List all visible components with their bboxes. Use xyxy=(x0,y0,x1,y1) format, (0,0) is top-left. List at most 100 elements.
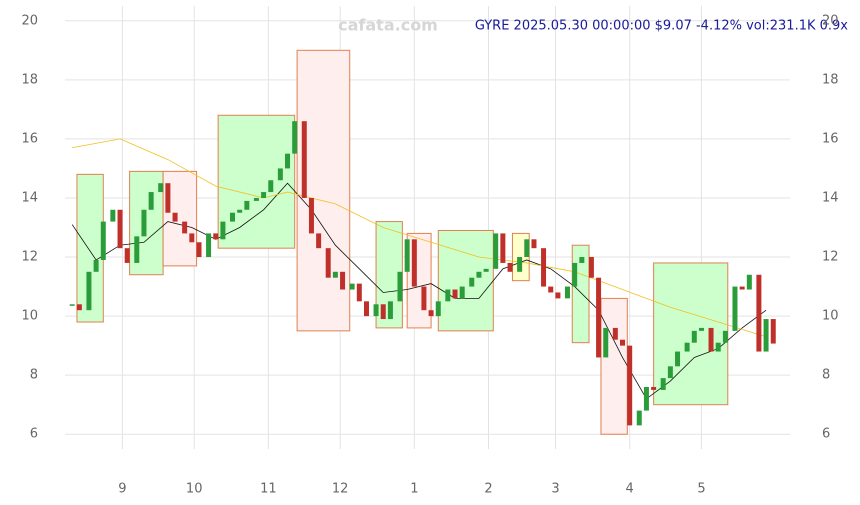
candle xyxy=(531,239,537,249)
x-tick-label: 9 xyxy=(118,482,126,497)
y-tick-label-right: 10 xyxy=(822,309,839,324)
candle xyxy=(643,386,649,411)
candle xyxy=(469,277,475,287)
x-tick-label: 3 xyxy=(551,482,559,497)
y-tick-label: 18 xyxy=(21,72,38,87)
candle xyxy=(301,121,307,198)
candle xyxy=(770,319,776,344)
candle xyxy=(517,257,523,272)
candle xyxy=(524,239,530,258)
candle xyxy=(292,121,298,154)
candle xyxy=(373,304,379,317)
candle xyxy=(332,271,338,278)
candle xyxy=(340,271,346,290)
candle xyxy=(397,271,403,302)
candle xyxy=(316,233,322,249)
y-tick-label-right: 16 xyxy=(822,131,839,146)
candle xyxy=(165,183,171,213)
candle xyxy=(636,410,642,426)
candle xyxy=(756,274,762,352)
candle xyxy=(483,268,489,272)
zone xyxy=(217,114,296,249)
candle xyxy=(117,209,123,249)
candle xyxy=(268,180,274,193)
candle xyxy=(715,342,721,352)
candle xyxy=(588,257,594,278)
candle xyxy=(325,248,331,278)
y-tick-label-right: 6 xyxy=(822,427,830,442)
candle xyxy=(110,209,116,222)
y-tick-label-right: 18 xyxy=(822,72,839,87)
candle xyxy=(660,378,666,390)
moving-average xyxy=(71,182,767,400)
candle xyxy=(93,259,99,272)
candle xyxy=(253,197,259,201)
moving-average xyxy=(72,138,767,338)
y-tick-label: 12 xyxy=(21,250,38,265)
zone xyxy=(437,229,494,332)
candle xyxy=(141,209,147,237)
candle xyxy=(356,283,362,302)
candle xyxy=(387,301,393,320)
zone xyxy=(406,232,432,329)
candle xyxy=(213,233,219,240)
candle xyxy=(86,271,92,311)
candle xyxy=(708,327,714,352)
candle xyxy=(435,301,441,317)
candle xyxy=(220,221,226,240)
candle xyxy=(493,233,499,269)
candle xyxy=(189,233,195,243)
y-tick-label-right: 8 xyxy=(822,368,830,383)
candle xyxy=(277,168,283,181)
candle xyxy=(206,233,212,258)
candle xyxy=(237,209,243,213)
candle xyxy=(428,310,434,317)
candle xyxy=(564,286,570,299)
candle xyxy=(380,304,386,320)
candle xyxy=(445,289,451,302)
candle xyxy=(691,330,697,343)
y-tick-label: 14 xyxy=(21,190,38,205)
candle xyxy=(349,283,355,290)
candle xyxy=(603,327,609,358)
y-tick-label: 20 xyxy=(21,13,38,28)
candle xyxy=(627,345,633,426)
candle xyxy=(148,192,154,210)
candle xyxy=(541,248,547,287)
candle xyxy=(548,286,554,293)
candle xyxy=(421,286,427,311)
candle xyxy=(651,386,657,390)
candle xyxy=(158,183,164,193)
candle xyxy=(459,286,465,299)
candle xyxy=(76,304,82,311)
y-tick-label-right: 20 xyxy=(822,13,839,28)
x-tick-label: 11 xyxy=(260,482,277,497)
zone xyxy=(600,297,628,435)
candle xyxy=(229,212,235,222)
chart-title: GYRE 2025.05.30 00:00:00 $9.07 -4.12% vo… xyxy=(475,19,848,34)
zone xyxy=(653,262,729,406)
candle xyxy=(667,366,673,379)
watermark: cafata.com xyxy=(338,16,438,35)
candle xyxy=(134,236,140,263)
y-tick-label: 10 xyxy=(21,309,38,324)
candle xyxy=(244,200,250,210)
candle xyxy=(612,327,618,340)
candle xyxy=(196,242,202,258)
candle xyxy=(404,239,410,272)
candle xyxy=(100,221,106,260)
x-tick-label: 2 xyxy=(484,482,492,497)
candle xyxy=(739,286,745,290)
candle xyxy=(596,277,602,358)
candle xyxy=(555,292,561,299)
y-tick-label: 16 xyxy=(21,131,38,146)
candle xyxy=(411,239,417,287)
y-tick-label-right: 14 xyxy=(822,190,839,205)
candle xyxy=(285,153,291,169)
x-tick-label: 1 xyxy=(410,482,418,497)
y-tick-label: 8 xyxy=(30,368,38,383)
y-tick-label-right: 12 xyxy=(822,250,839,265)
x-tick-label: 10 xyxy=(186,482,203,497)
candle xyxy=(698,327,704,331)
candle xyxy=(452,289,458,299)
